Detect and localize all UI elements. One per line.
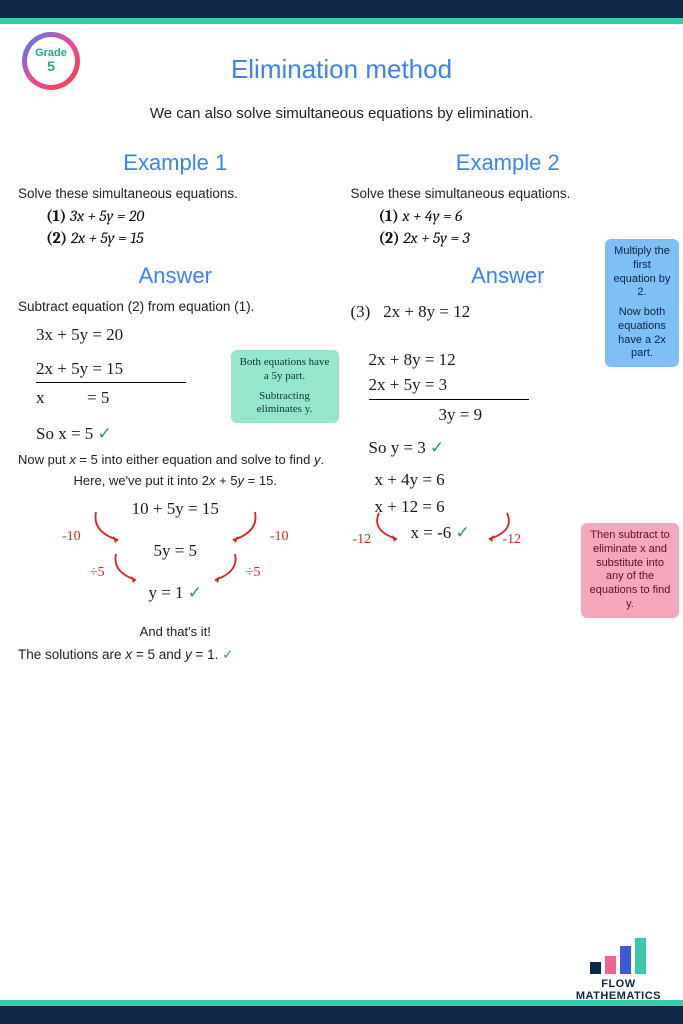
minus-10-left: -10 — [62, 526, 81, 547]
ex1-solutions: The solutions are x = 5 and y = 1. ✓ — [18, 647, 333, 663]
ex1-step2a: Now put x = 5 into either equation and s… — [18, 452, 333, 467]
div-5-left: ÷5 — [90, 562, 105, 583]
green-note: Both equations have a 5y part. Subtracti… — [231, 350, 339, 423]
bottom-navy-bar — [0, 1006, 683, 1024]
ex1-step2b: Here, we've put it into 2x + 5y = 15. — [18, 473, 333, 488]
content: Grade 5 Elimination method We can also s… — [0, 24, 683, 669]
arrow-icon — [221, 510, 261, 544]
ex1-eq2: (2) 2x + 5y = 15 — [46, 229, 333, 247]
ex1-eq1: (1) 3x + 5y = 20 — [46, 207, 333, 225]
ex2-so-line: So y = 3 ✓ — [369, 435, 666, 461]
ex2-eq1: (1) x + 4y = 6 — [379, 207, 666, 225]
div-5-right: ÷5 — [246, 562, 261, 583]
ex2-substitution: x + 4y = 6 x + 12 = 6 x = -6 ✓ -12 -12 — [375, 467, 666, 546]
example-2-column: Example 2 Solve these simultaneous equat… — [351, 150, 666, 669]
flow-mathematics-logo: FLOW MATHEMATICS — [576, 938, 661, 1002]
arrow-icon — [205, 552, 241, 584]
logo-bars-icon — [576, 938, 661, 974]
intro-text: We can also solve simultaneous equations… — [18, 105, 665, 122]
ex1-so-line: So x = 5 ✓ — [36, 421, 333, 447]
grade-badge: Grade 5 — [22, 32, 80, 90]
arrow-icon — [110, 552, 146, 584]
top-navy-bar — [0, 0, 683, 18]
minus-12-right: -12 — [503, 529, 522, 550]
grade-number: 5 — [47, 59, 55, 74]
ex1-answer-heading: Answer — [18, 263, 333, 289]
example-1-column: Example 1 Solve these simultaneous equat… — [18, 150, 333, 669]
ex1-closing: And that's it! — [18, 624, 333, 639]
page-title: Elimination method — [18, 54, 665, 85]
example-2-heading: Example 2 — [351, 150, 666, 176]
ex1-step1: Subtract equation (2) from equation (1). — [18, 299, 333, 314]
minus-12-left: -12 — [353, 529, 372, 550]
example-1-heading: Example 1 — [18, 150, 333, 176]
example-2-prompt: Solve these simultaneous equations. — [351, 186, 666, 201]
blue-note: Multiply the first equation by 2. Now bo… — [605, 239, 679, 367]
minus-10-right: -10 — [270, 526, 289, 547]
arrow-icon — [90, 510, 130, 544]
ex1-subtraction-work: 3x + 5y = 20 2x + 5y = 15 x = 5 Both equ… — [36, 322, 333, 411]
example-1-prompt: Solve these simultaneous equations. — [18, 186, 333, 201]
ex1-solve-block: 10 + 5y = 15 5y = 5 y = 1 ✓ -10 -10 ÷5 ÷… — [18, 496, 333, 616]
